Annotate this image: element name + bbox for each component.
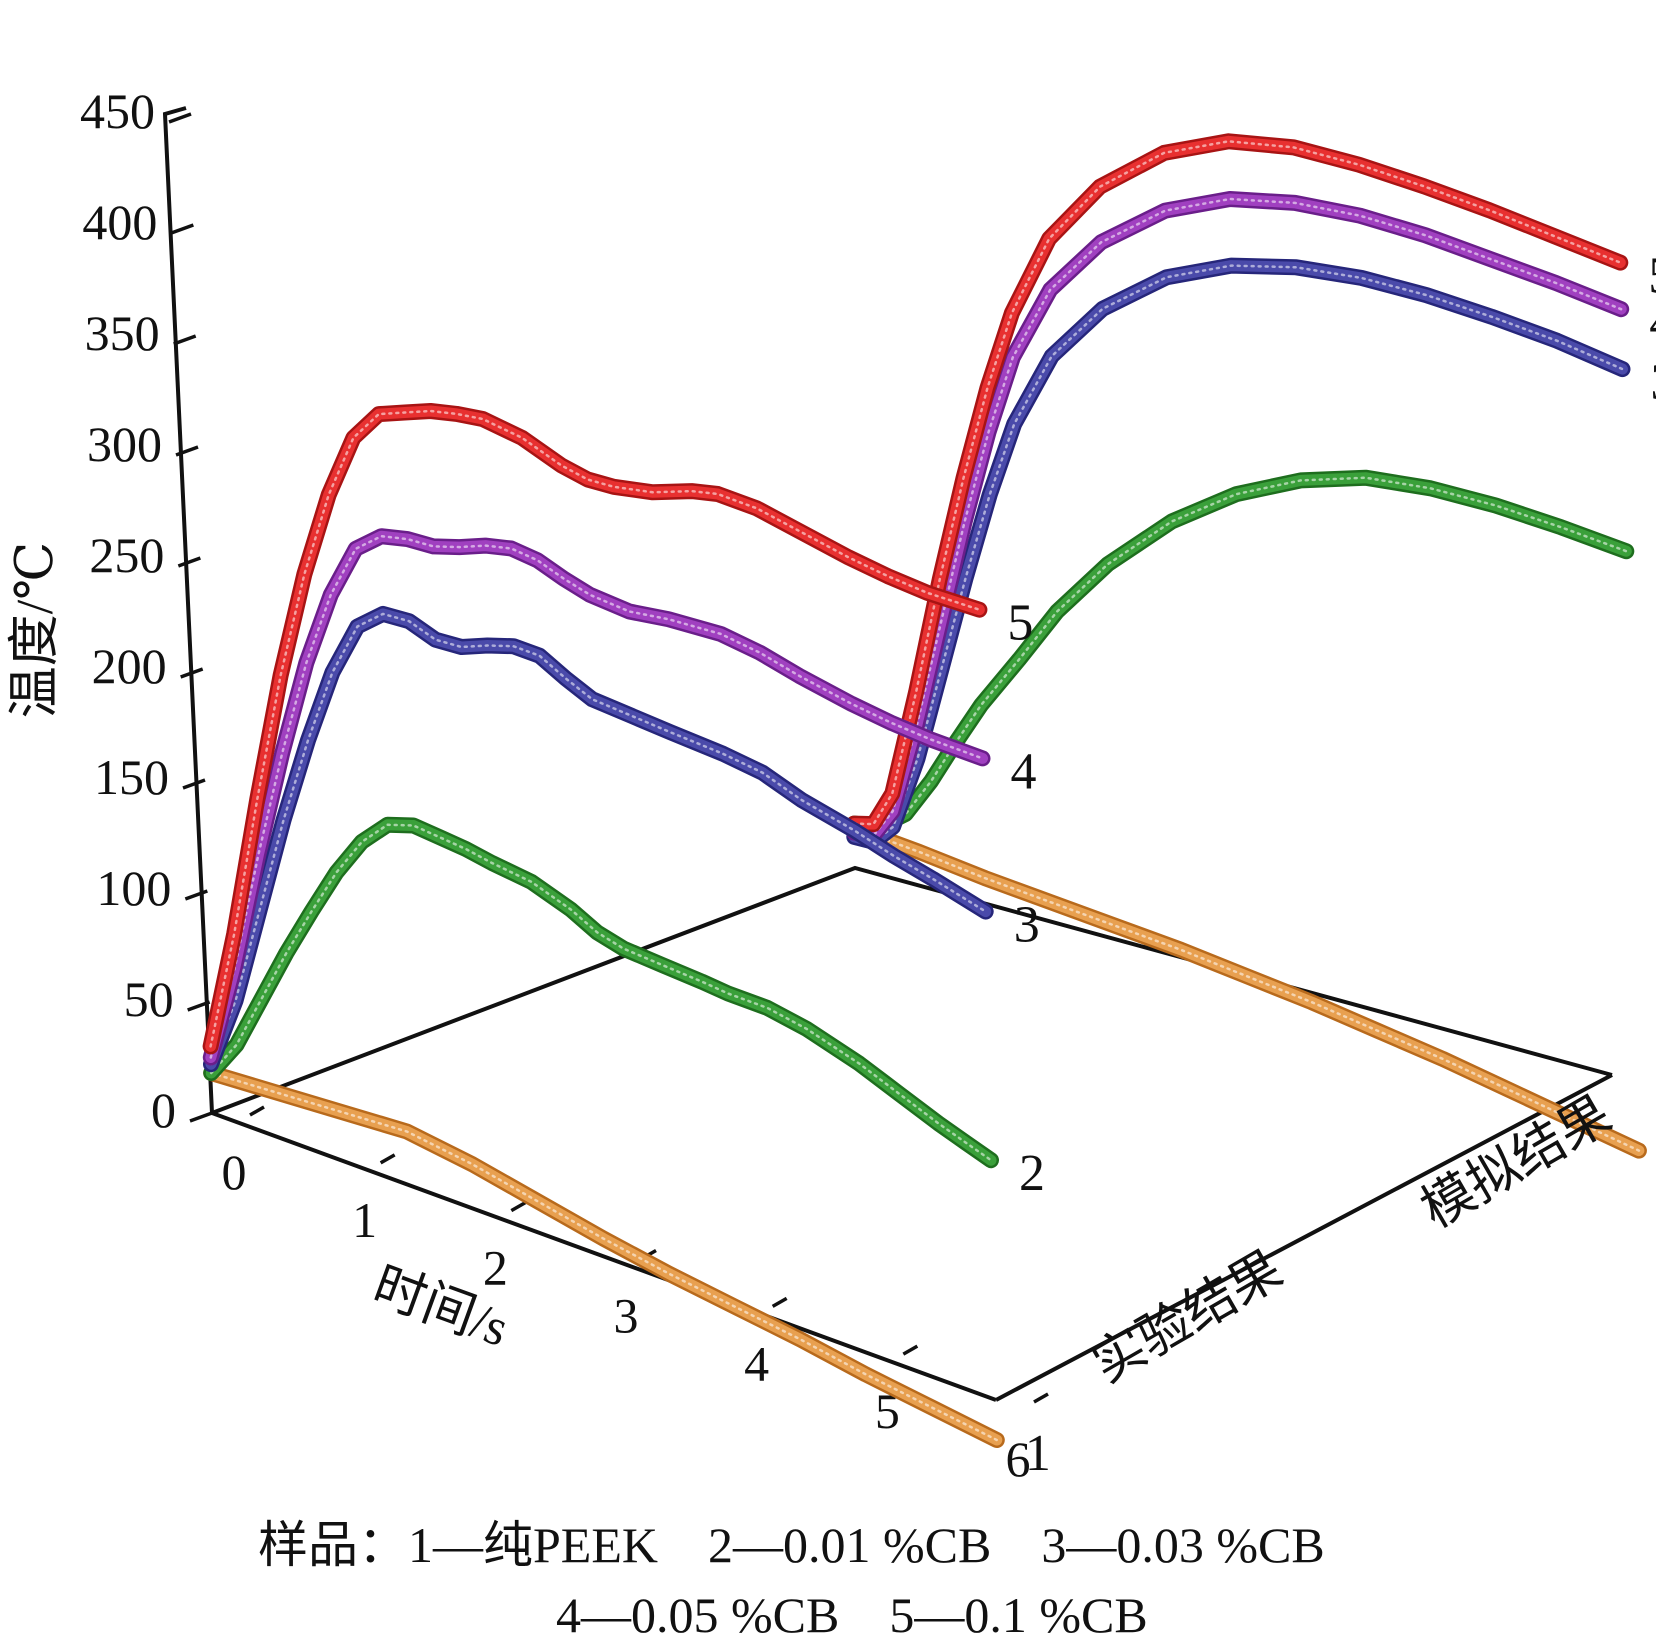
x-axis-line <box>211 1111 997 1402</box>
y-tick-label: 150 <box>94 749 169 805</box>
depth-label-experiment: 实验结果 <box>1083 1241 1292 1394</box>
series-end-label-4: 4 <box>1011 743 1037 800</box>
series-end-label-1: 1 <box>1025 1425 1051 1482</box>
y-tick-label: 450 <box>80 83 155 139</box>
x-tick-mark <box>1033 1392 1049 1404</box>
y-tick-mark <box>170 223 194 235</box>
series-line-highlight <box>852 476 1628 828</box>
series-line-highlight <box>852 140 1622 826</box>
series-line-highlight <box>209 1071 999 1442</box>
x-tick-label: 4 <box>744 1335 769 1391</box>
series-line-highlight <box>209 612 987 1066</box>
x-tick-mark <box>379 1153 396 1165</box>
series-layer <box>202 133 1647 1448</box>
y-tick-label: 200 <box>92 638 167 694</box>
y-tick-mark <box>187 1000 211 1012</box>
y-axis-ticks: 0 50 100 150 200 250 300 350 400 450 <box>80 83 213 1138</box>
x-tick-label: 3 <box>614 1288 639 1344</box>
series-end-label-4: 4 <box>1649 294 1656 351</box>
x-tick-label: 6 <box>1006 1431 1031 1487</box>
y-tick-label: 250 <box>89 527 164 583</box>
y-tick-mark <box>173 334 197 346</box>
y-axis-line <box>162 106 214 1114</box>
series-1-experiment <box>203 1065 1005 1448</box>
y-tick-label: 300 <box>87 416 162 472</box>
y-tick-mark <box>182 778 206 790</box>
depth-axis-line-front <box>995 1073 1613 1402</box>
series-3-experiment <box>203 605 994 1073</box>
series-end-label-2: 2 <box>1019 1145 1045 1202</box>
y-tick-mark <box>184 889 208 901</box>
series-2-simulation <box>846 469 1635 835</box>
x-tick-mark <box>249 1105 265 1117</box>
series-end-label-3: 3 <box>1014 897 1040 954</box>
legend-line-1: 样品：1—纯PEEK 2—0.01 %CB 3—0.03 %CB <box>258 1517 1325 1573</box>
y-tick-label: 50 <box>124 971 174 1027</box>
x-tick-label: 0 <box>222 1144 247 1200</box>
series-line-highlight <box>209 823 993 1162</box>
x-tick-label: 2 <box>483 1240 508 1296</box>
series-end-label-3: 3 <box>1650 354 1656 411</box>
y-tick-mark <box>189 1111 213 1123</box>
legend-line-2: 4—0.05 %CB 5—0.1 %CB <box>556 1587 1148 1642</box>
series-line-highlight <box>853 264 1624 844</box>
series-line-highlight <box>852 826 1641 1152</box>
depth-axis-line-back <box>211 865 1613 1115</box>
series-end-label-5: 5 <box>1007 595 1033 652</box>
series-5-experiment <box>202 403 988 1055</box>
series-line-highlight <box>209 409 981 1048</box>
y-axis-title: 温度/℃ <box>7 542 64 719</box>
y-tick-mark <box>180 667 204 679</box>
series-end-label-5: 5 <box>1648 248 1656 305</box>
y-tick-label: 350 <box>85 305 160 361</box>
series-line <box>205 530 988 1063</box>
y-tick-mark <box>177 556 201 568</box>
y-tick-label: 100 <box>96 860 171 916</box>
axes <box>162 106 1613 1402</box>
x-tick-mark <box>771 1296 788 1308</box>
series-4-experiment <box>202 528 991 1066</box>
y-tick-mark <box>175 445 199 457</box>
x-tick-mark <box>902 1344 919 1356</box>
series-end-label-2: 2 <box>1654 536 1656 593</box>
y-tick-label: 0 <box>151 1082 176 1138</box>
series-line-highlight <box>853 197 1623 837</box>
series-line-highlight <box>209 534 984 1059</box>
y-tick-mark <box>168 112 192 124</box>
y-tick-label: 400 <box>82 194 157 250</box>
series-1-simulation <box>846 820 1647 1159</box>
series-2-experiment <box>203 816 999 1169</box>
x-tick-mark <box>510 1201 527 1213</box>
series-5-simulation <box>846 133 1629 833</box>
end-labels: 1234512345 <box>1007 248 1656 1482</box>
x-tick-label: 1 <box>352 1192 377 1248</box>
series-3-simulation <box>846 257 1631 850</box>
